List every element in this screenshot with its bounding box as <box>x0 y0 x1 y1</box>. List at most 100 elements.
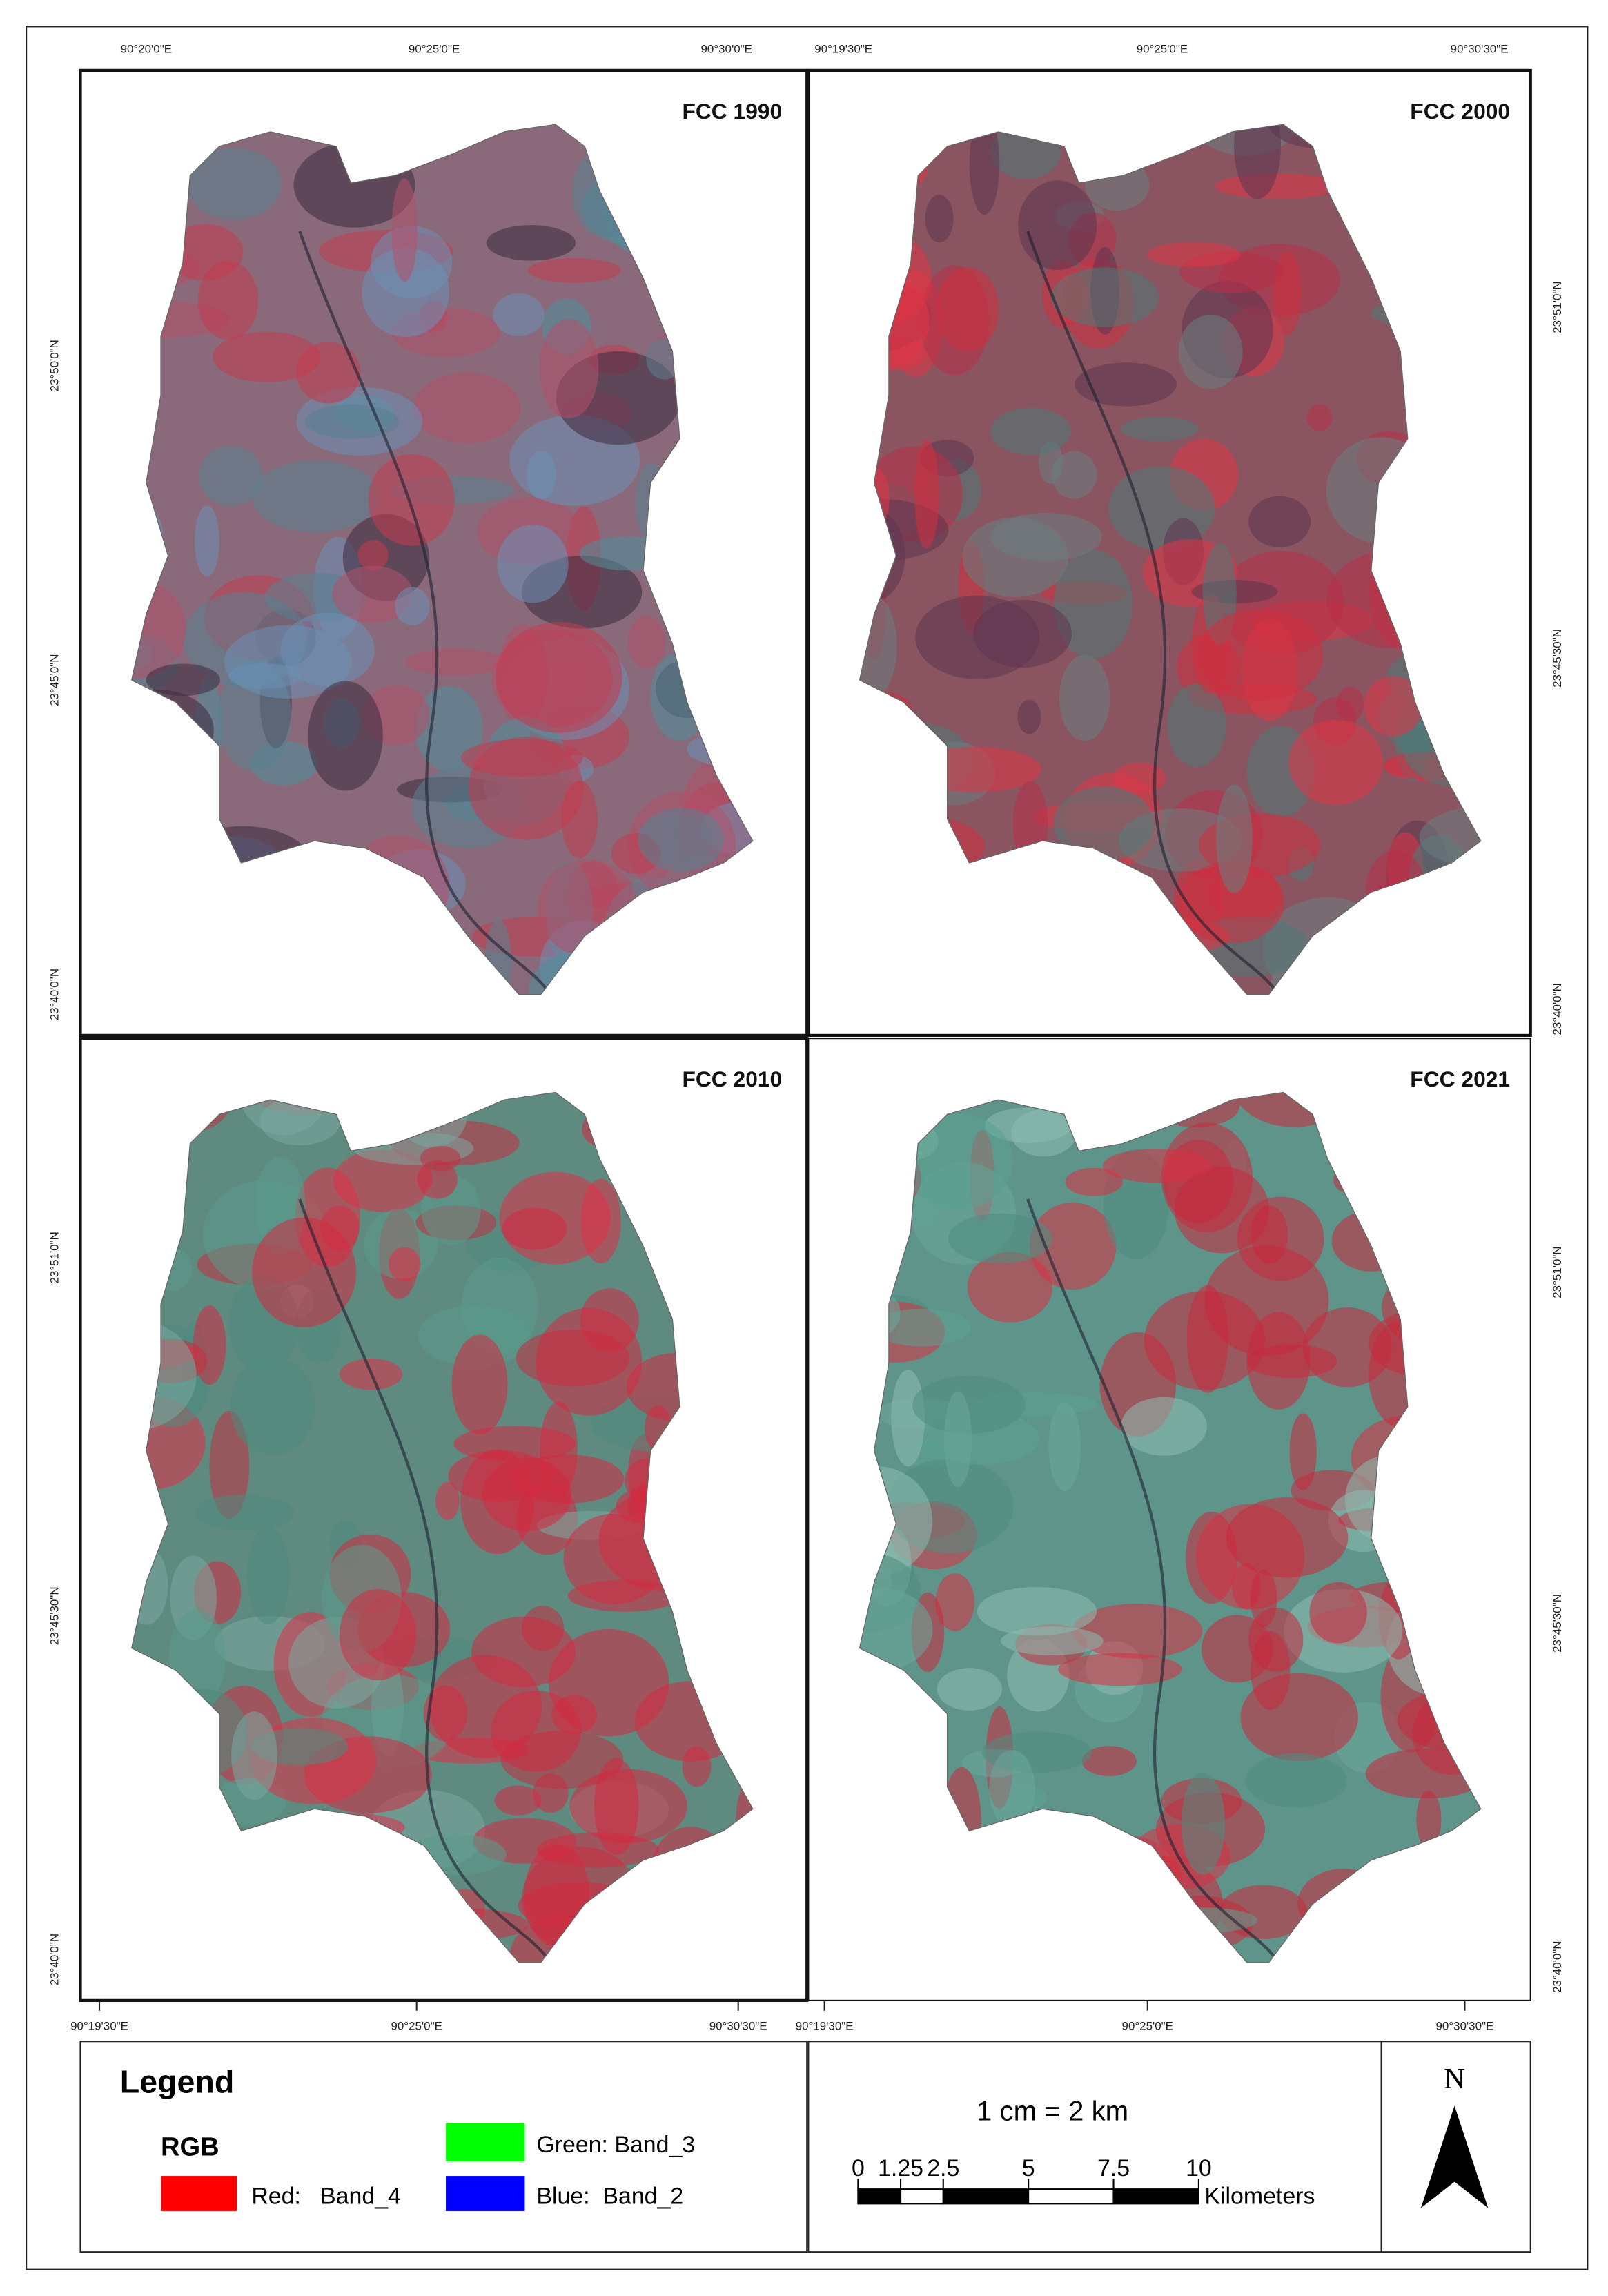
scale-tick-label: 2.5 <box>927 2155 959 2181</box>
image-patch <box>1081 1746 1137 1776</box>
image-patch <box>194 1494 295 1531</box>
image-patch <box>891 1370 925 1467</box>
image-patch <box>1048 1402 1081 1491</box>
image-patch <box>943 1391 972 1487</box>
image-patch <box>362 247 450 338</box>
image-patch <box>186 148 282 220</box>
image-patch <box>1059 654 1110 741</box>
image-patch <box>391 178 418 282</box>
image-patch <box>1075 362 1177 407</box>
north-box <box>1380 2041 1531 2253</box>
scale-tick-label: 7.5 <box>1097 2155 1130 2181</box>
latitude-label: 23°40'0"N <box>48 1934 61 1985</box>
image-patch <box>527 257 621 283</box>
image-patch <box>1251 1205 1288 1264</box>
image-patch <box>1288 719 1383 806</box>
image-patch <box>1058 1653 1182 1686</box>
image-patch <box>486 225 576 261</box>
legend-label: Blue: Band_2 <box>536 2183 683 2209</box>
panel-frame <box>807 68 1532 1038</box>
scale-tick-label: 1.25 <box>878 2155 923 2181</box>
image-patch <box>333 1149 433 1212</box>
longitude-label: 90°30'30"E <box>709 2019 767 2032</box>
image-patch <box>539 319 599 419</box>
river <box>1026 1198 1277 1961</box>
image-patch <box>1309 1582 1367 1644</box>
image-patch <box>497 525 569 603</box>
image-patch <box>527 450 556 500</box>
image-patch <box>471 1617 576 1687</box>
river <box>298 231 550 993</box>
image-patch <box>967 1252 1053 1323</box>
longitude-label: 90°19'30"E <box>796 2019 854 2032</box>
image-patch <box>1029 1203 1117 1290</box>
image-patch <box>209 1410 250 1519</box>
image-patch <box>405 648 505 676</box>
image-patch <box>494 1785 542 1816</box>
image-patch <box>197 260 259 340</box>
image-patch <box>451 1334 508 1434</box>
image-patch <box>1120 416 1199 442</box>
scale-tick-label: 0 <box>852 2155 865 2181</box>
scale-text: 1 cm = 2 km <box>977 2096 1128 2127</box>
image-patch <box>1215 173 1342 199</box>
image-patch <box>1234 124 1281 200</box>
image-patch <box>246 1526 290 1624</box>
image-patch <box>415 685 483 772</box>
image-patch <box>937 1668 1003 1711</box>
image-patch <box>236 1092 332 1136</box>
image-patch <box>1018 180 1097 271</box>
longitude-label: 90°25'0"E <box>1122 2019 1173 2032</box>
latitude-label: 23°40'0"N <box>1551 983 1564 1035</box>
image-patch <box>1102 1149 1211 1183</box>
panel-frame <box>807 1038 1531 2001</box>
longitude-label: 90°30'30"E <box>1451 42 1509 55</box>
latitude-label: 23°40'0"N <box>1551 1941 1564 1993</box>
scale-segment <box>857 2188 902 2205</box>
legend-box <box>79 2041 808 2253</box>
image-patch <box>1177 861 1285 944</box>
scale-tick-label: 5 <box>1022 2155 1035 2181</box>
scale-unit: Kilometers <box>1204 2183 1315 2209</box>
image-patch <box>213 331 321 382</box>
image-patch <box>1306 404 1333 431</box>
image-patch <box>420 1145 461 1171</box>
legend-swatch <box>446 2176 525 2211</box>
legend-swatch <box>446 2123 525 2161</box>
map-outline <box>130 124 754 995</box>
map-outline <box>130 1091 754 1963</box>
river <box>1026 231 1277 993</box>
image-patch <box>638 808 724 872</box>
image-patch <box>280 612 375 687</box>
legend-label: Green: Band_3 <box>536 2132 695 2158</box>
image-patch <box>1419 806 1481 868</box>
latitude-label: 23°51'0"N <box>1551 1246 1564 1298</box>
image-patch <box>1250 1570 1277 1628</box>
image-patch <box>925 195 954 243</box>
image-patch <box>989 1749 1035 1829</box>
image-patch <box>1248 496 1311 547</box>
image-patch <box>252 460 380 533</box>
north-arrow <box>1420 2105 1489 2208</box>
image-patch <box>990 407 1071 455</box>
image-patch <box>231 1711 277 1800</box>
image-patch <box>1113 762 1166 794</box>
longitude-label: 90°30'0"E <box>701 42 752 55</box>
image-patch <box>461 1258 538 1354</box>
outer-frame <box>26 26 1589 2270</box>
map-outline <box>859 124 1482 995</box>
longitude-label: 90°25'0"E <box>1137 42 1188 55</box>
image-patch <box>413 372 521 444</box>
image-patch <box>1167 683 1226 768</box>
image-patch <box>1050 267 1159 327</box>
image-patch <box>1251 1631 1291 1710</box>
latitude-label: 23°50'0"N <box>48 340 61 391</box>
image-patch <box>435 1481 460 1520</box>
image-patch <box>1364 676 1423 737</box>
image-patch <box>493 293 545 337</box>
image-patch <box>1121 1397 1207 1456</box>
image-patch <box>912 1376 1026 1434</box>
longitude-label: 90°25'0"E <box>391 2019 442 2032</box>
north-label: N <box>1444 2063 1465 2095</box>
image-patch <box>194 505 219 577</box>
